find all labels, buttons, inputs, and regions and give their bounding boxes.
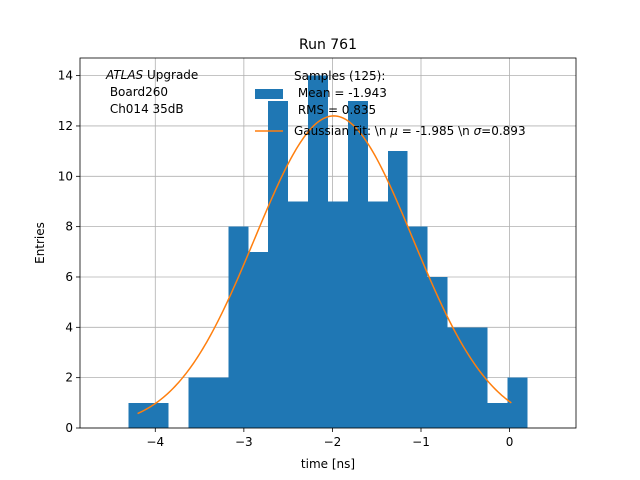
y-tick-label: 4 [65,320,73,334]
y-tick-label: 2 [65,371,73,385]
histogram-bar [128,402,149,428]
chart-title: Run 761 [299,37,357,53]
y-tick-label: 0 [65,421,73,435]
legend-fit-mid: = -1.985 \n [398,124,474,138]
histogram-bar [308,75,328,428]
y-tick-label: 6 [65,270,73,284]
histogram-bar [347,100,368,428]
histogram-bars [128,75,528,428]
gaussian-fit-line [137,115,512,415]
y-tick-label: 10 [58,169,73,183]
histogram-bar [467,327,488,428]
legend-fit-sigma: σ [474,124,482,138]
atlas-word: ATLAS [105,68,144,82]
legend-samples-rms: RMS = 0.835 [294,103,376,117]
plot-frame [79,57,577,429]
y-axis-ticks: 0 2 4 6 8 10 12 14 [58,69,80,435]
histogram-bar [447,327,468,428]
atlas-label: ATLAS Upgrade [105,68,198,82]
legend-samples-swatch [255,89,283,99]
y-tick-label: 8 [65,220,73,234]
legend-fit-text: Gaussian Fit: \n μ = -1.985 \n σ=0.893 [294,124,526,138]
histogram-bar [268,100,289,428]
y-tick-label: 14 [58,69,73,83]
legend: Samples (125): Mean = -1.943 RMS = 0.835… [255,69,526,138]
atlas-rest: Upgrade [143,68,198,82]
histogram-bar [387,151,408,428]
legend-fit-suffix: =0.893 [481,124,525,138]
histogram-bar [367,201,388,428]
histogram-bar [487,402,508,428]
histogram-bar [148,402,169,428]
legend-fit-prefix: Gaussian Fit: \n [294,124,390,138]
x-tick-label: 0 [506,435,514,449]
legend-samples-title: Samples (125): [294,69,385,83]
x-tick-label: −1 [412,435,430,449]
x-axis-label: time [ns] [301,457,355,471]
histogram-bar [507,377,528,428]
histogram-bar [288,201,309,428]
atlas-annotation: ATLAS Upgrade Board260 Ch014 35dB [105,68,198,116]
histogram-bar [427,276,448,428]
histogram-bar [228,226,249,428]
x-tick-label: −4 [146,435,164,449]
legend-fit-mu: μ [389,124,398,138]
histogram-bar [248,251,269,428]
y-tick-label: 12 [58,119,73,133]
y-axis-label: Entries [33,222,47,264]
histogram-bar [328,201,348,428]
histogram-bar [208,377,229,428]
histogram-bar [407,226,428,428]
x-tick-label: −2 [324,435,342,449]
x-tick-label: −3 [235,435,253,449]
histogram-bar [188,377,209,428]
channel-label: Ch014 35dB [106,102,184,116]
x-axis-ticks: −4 −3 −2 −1 0 [146,428,513,449]
board-label: Board260 [106,85,168,99]
legend-samples-mean: Mean = -1.943 [294,86,387,100]
